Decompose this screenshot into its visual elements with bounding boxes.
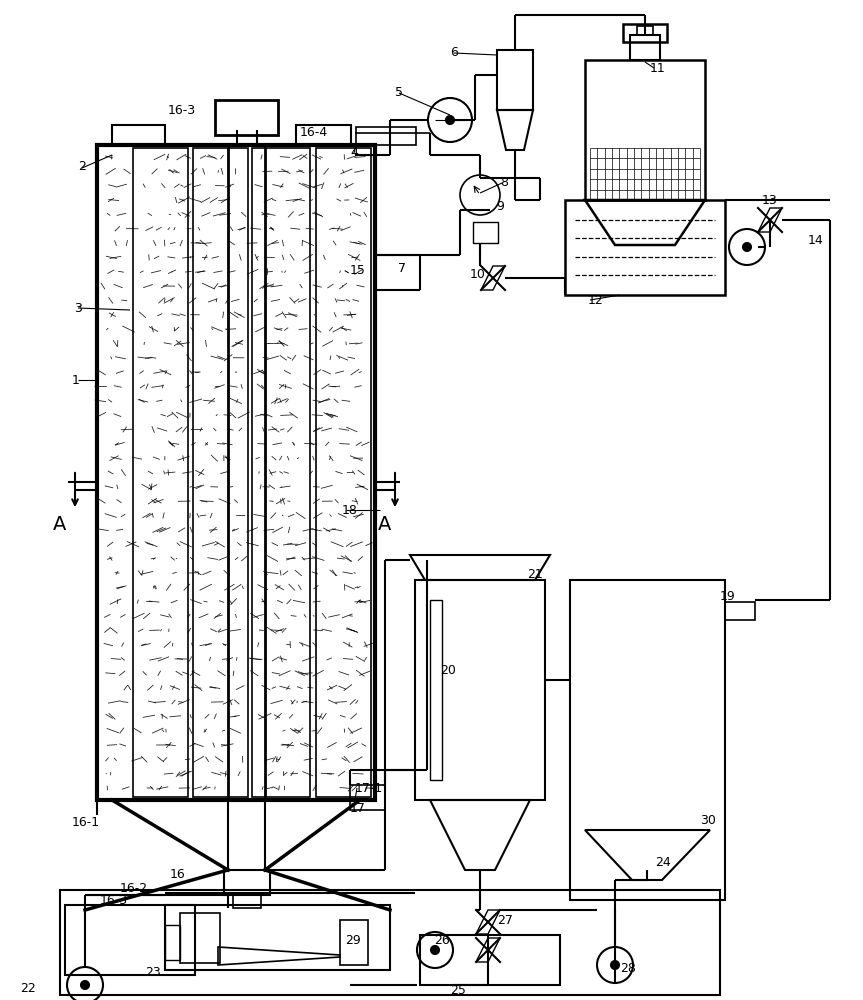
- Bar: [570, 580, 725, 900]
- Text: 16-2: 16-2: [120, 882, 148, 894]
- Text: 22: 22: [20, 982, 35, 994]
- Text: 16: 16: [170, 868, 186, 882]
- Text: A: A: [378, 516, 392, 534]
- Text: 14: 14: [808, 233, 824, 246]
- Text: 19: 19: [720, 590, 736, 603]
- Bar: [165, 905, 390, 970]
- Circle shape: [743, 243, 751, 251]
- Text: 30: 30: [700, 814, 716, 826]
- Text: 8: 8: [500, 176, 508, 190]
- Text: 20: 20: [440, 664, 456, 676]
- Text: 16-3: 16-3: [168, 104, 196, 116]
- Text: 2: 2: [78, 160, 86, 174]
- Text: A: A: [54, 516, 66, 534]
- Bar: [585, 60, 705, 200]
- Text: 5: 5: [395, 87, 403, 100]
- Text: 10: 10: [470, 267, 486, 280]
- Text: 7: 7: [398, 261, 406, 274]
- Text: 6: 6: [450, 45, 458, 58]
- Bar: [296, 125, 351, 145]
- Circle shape: [446, 116, 454, 124]
- Text: 3: 3: [74, 302, 82, 314]
- Bar: [165, 925, 180, 960]
- Text: 18: 18: [342, 504, 358, 516]
- Bar: [630, 35, 660, 60]
- Bar: [430, 600, 442, 780]
- Bar: [65, 905, 195, 975]
- Bar: [473, 222, 498, 243]
- Text: 17: 17: [350, 802, 366, 814]
- Text: 17-1: 17-1: [355, 782, 383, 794]
- Text: 12: 12: [588, 294, 604, 306]
- Bar: [356, 127, 416, 145]
- Circle shape: [611, 961, 619, 969]
- Text: 4: 4: [350, 146, 358, 159]
- Bar: [112, 125, 165, 145]
- Bar: [725, 602, 755, 620]
- Text: 23: 23: [145, 966, 161, 978]
- Text: 29: 29: [345, 934, 361, 946]
- Bar: [97, 145, 375, 800]
- Circle shape: [81, 981, 89, 989]
- Bar: [133, 148, 188, 797]
- Text: 11: 11: [650, 62, 665, 75]
- Bar: [415, 580, 545, 800]
- Text: 15: 15: [350, 263, 366, 276]
- Text: 25: 25: [450, 984, 466, 996]
- Bar: [623, 24, 667, 42]
- Bar: [420, 935, 560, 985]
- Bar: [193, 148, 248, 797]
- Bar: [497, 50, 533, 110]
- Circle shape: [431, 946, 439, 954]
- Text: 26: 26: [434, 934, 450, 946]
- Text: 16-1: 16-1: [72, 816, 100, 828]
- Bar: [316, 148, 371, 797]
- Bar: [233, 893, 261, 908]
- Bar: [215, 100, 278, 135]
- Bar: [252, 148, 310, 797]
- Bar: [180, 913, 220, 963]
- Text: 1: 1: [72, 373, 80, 386]
- Text: 16-3: 16-3: [100, 894, 128, 906]
- Bar: [565, 200, 725, 295]
- Text: 16-4: 16-4: [300, 126, 328, 139]
- Text: 9: 9: [496, 200, 504, 214]
- Text: 21: 21: [527, 568, 543, 582]
- Text: 28: 28: [620, 962, 636, 974]
- Bar: [340, 920, 368, 965]
- Bar: [60, 890, 720, 995]
- Text: 24: 24: [655, 856, 671, 868]
- Bar: [224, 870, 270, 895]
- Text: 13: 13: [762, 194, 778, 207]
- Bar: [637, 26, 653, 35]
- Bar: [350, 785, 385, 810]
- Text: 27: 27: [497, 914, 513, 926]
